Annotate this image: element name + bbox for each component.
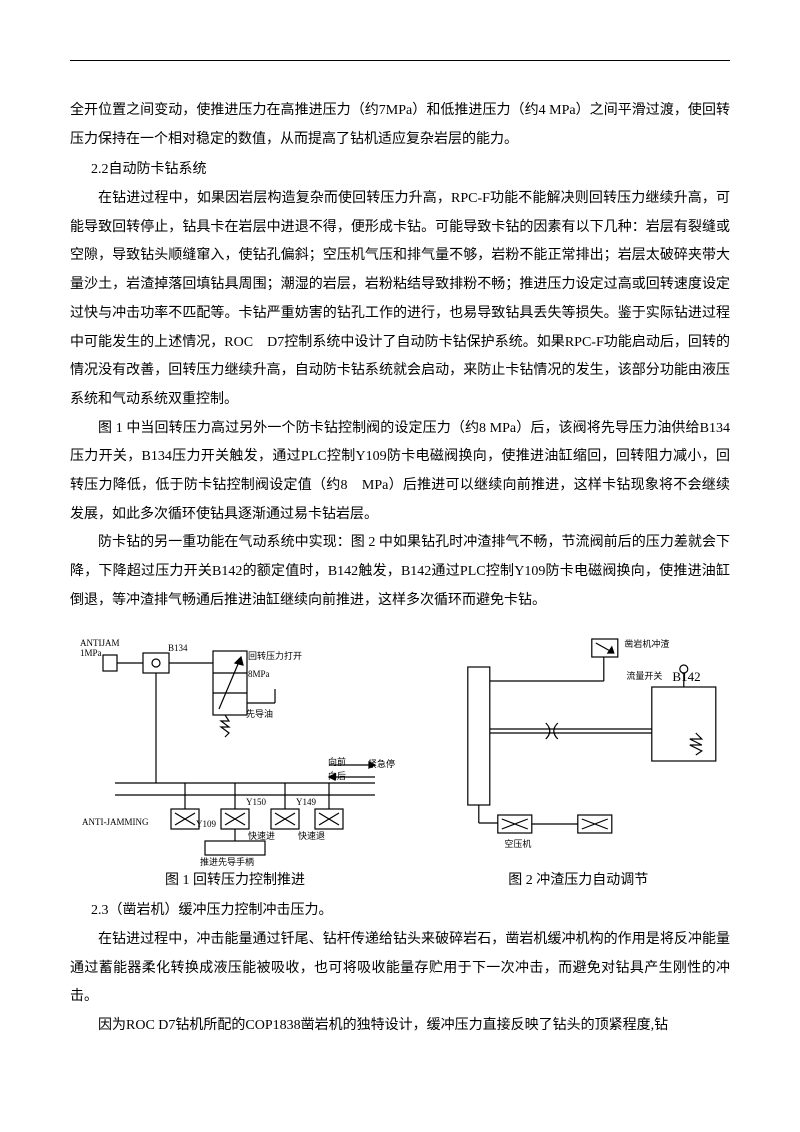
fig1-label-y109: Y109 <box>196 819 216 829</box>
fig1-label-anti-jamming: ANTI-JAMMING <box>82 817 149 827</box>
fig2-label-b142: B142 <box>672 669 700 685</box>
figure-2-diagram: 凿岩机冲渣 流量开关 B142 空压机 <box>426 633 730 863</box>
section-2-2-title: 2.2自动防卡钻系统 <box>70 156 730 185</box>
fig1-label-backward: 向后 <box>328 769 346 782</box>
paragraph-2: 在钻进过程中，如果因岩层构造复杂而使回转压力升高，RPC-F功能不能解决则回转压… <box>70 185 730 415</box>
section-2-3-title: 2.3（凿岩机）缓冲压力控制冲击压力。 <box>70 897 730 926</box>
fig2-label-drill-flush: 凿岩机冲渣 <box>624 637 669 650</box>
paragraph-5: 在钻进过程中，冲击能量通过钎尾、钻杆传递给钻头来破碎岩石，凿岩机缓冲机构的作用是… <box>70 926 730 1012</box>
fig1-label-8mpa: 8MPa <box>248 669 270 679</box>
fig2-label-flow-switch: 流量开关 <box>626 669 662 682</box>
fig1-label-feed-handle: 推进先导手柄 <box>200 855 254 868</box>
fig1-label-forward: 向前 <box>328 755 346 768</box>
fig1-label-fast-retract: 快速退 <box>298 829 325 842</box>
figure-1-column: ANTIJAM1MPa B134 回转压力打开 8MPa 先导油 向前 向后 紧… <box>70 633 400 889</box>
fig1-label-emergency: 紧急停 <box>368 757 395 770</box>
top-horizontal-rule <box>70 60 730 61</box>
paragraph-1: 全开位置之间变动，使推进压力在高推进压力（约7MPa）和低推进压力（约4 MPa… <box>70 97 730 154</box>
figure-2-column: 凿岩机冲渣 流量开关 B142 空压机 图 2 冲渣压力自动调节 <box>426 633 730 889</box>
paragraph-4: 防卡钻的另一重功能在气动系统中实现：图 2 中如果钻孔时冲渣排气不畅，节流阀前后… <box>70 529 730 615</box>
figure-1-caption: 图 1 回转压力控制推进 <box>165 869 305 889</box>
fig1-label-pilot-oil: 先导油 <box>246 707 273 720</box>
paragraph-3: 图 1 中当回转压力高过另外一个防卡钻控制阀的设定压力（约8 MPa）后，该阀将… <box>70 415 730 530</box>
figure-2-svg <box>426 633 730 863</box>
figures-row: ANTIJAM1MPa B134 回转压力打开 8MPa 先导油 向前 向后 紧… <box>70 633 730 889</box>
figure-2-caption: 图 2 冲渣压力自动调节 <box>508 869 648 889</box>
fig1-label-y149: Y149 <box>296 797 316 807</box>
fig1-label-b134: B134 <box>168 643 188 653</box>
figure-1-diagram: ANTIJAM1MPa B134 回转压力打开 8MPa 先导油 向前 向后 紧… <box>70 633 400 863</box>
fig1-label-y150: Y150 <box>246 797 266 807</box>
paragraph-6: 因为ROC D7钻机所配的COP1838凿岩机的独特设计，缓冲压力直接反映了钻头… <box>70 1012 730 1041</box>
fig1-label-fast-feed: 快速进 <box>248 829 275 842</box>
fig1-label-antijam: ANTIJAM1MPa <box>80 639 120 659</box>
figure-1-svg <box>70 633 400 863</box>
fig1-label-rot-open: 回转压力打开 <box>248 649 302 662</box>
fig2-label-compressor: 空压机 <box>504 837 531 850</box>
